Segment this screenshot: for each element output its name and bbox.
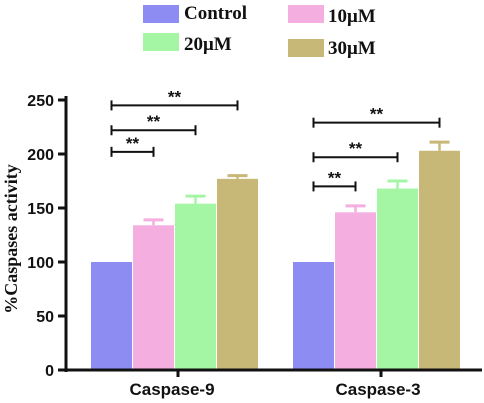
legend-label: 30μM — [328, 38, 376, 59]
significance-bracket-3: ** — [312, 168, 357, 192]
y-tick-label-200: 200 — [27, 147, 54, 164]
legend-swatch — [288, 5, 324, 23]
y-tick-label-50: 50 — [36, 309, 54, 326]
significance-label: ** — [168, 87, 182, 106]
legend-label: Control — [184, 3, 247, 24]
y-tick-label-100: 100 — [27, 255, 54, 272]
legend-item-2: 20μM — [143, 33, 232, 55]
significance-label: ** — [147, 112, 161, 131]
y-tick-label-150: 150 — [27, 201, 54, 218]
plot-area: ** ** ** ** ** ** 0 50 100 150 200 250 Caspase-9 Casp… — [27, 87, 482, 399]
bar-caspase-3-0 — [293, 262, 334, 370]
legend-label: 10μM — [328, 6, 376, 27]
bar-caspase-3-3 — [419, 150, 460, 370]
legend-item-1: 10μM — [288, 5, 376, 27]
legend-label: 20μM — [184, 34, 232, 55]
legend-swatch — [288, 39, 324, 57]
category-label-caspase-9: Caspase-9 — [129, 380, 214, 399]
bar-caspase-9-0 — [91, 262, 132, 370]
significance-label: ** — [328, 168, 342, 187]
significance-bracket-4: ** — [312, 139, 399, 163]
significance-bracket-2: ** — [110, 87, 239, 111]
significance-bracket-1: ** — [110, 112, 197, 136]
legend-item-3: 30μM — [288, 38, 376, 59]
legend-item-0: Control — [143, 3, 247, 24]
significance-bracket-5: ** — [312, 105, 441, 128]
bar-caspase-3-1 — [335, 212, 376, 370]
significance-label: ** — [349, 139, 363, 158]
legend-swatch — [143, 33, 179, 51]
legend: Control 10μM 20μM 30μM — [143, 3, 376, 59]
y-tick-label-0: 0 — [45, 363, 54, 380]
legend-swatch — [143, 5, 179, 23]
bar-caspase-9-2 — [175, 203, 216, 370]
y-axis-label: %Caspases activity — [1, 164, 21, 314]
significance-bracket-0: ** — [110, 134, 155, 157]
significance-label: ** — [126, 134, 140, 153]
y-tick-label-250: 250 — [27, 93, 54, 110]
bar-caspase-3-2 — [377, 188, 418, 370]
bar-caspase-9-3 — [217, 178, 258, 370]
category-label-caspase-3: Caspase-3 — [335, 380, 420, 399]
significance-label: ** — [370, 105, 384, 124]
bar-caspase-9-1 — [133, 225, 174, 370]
